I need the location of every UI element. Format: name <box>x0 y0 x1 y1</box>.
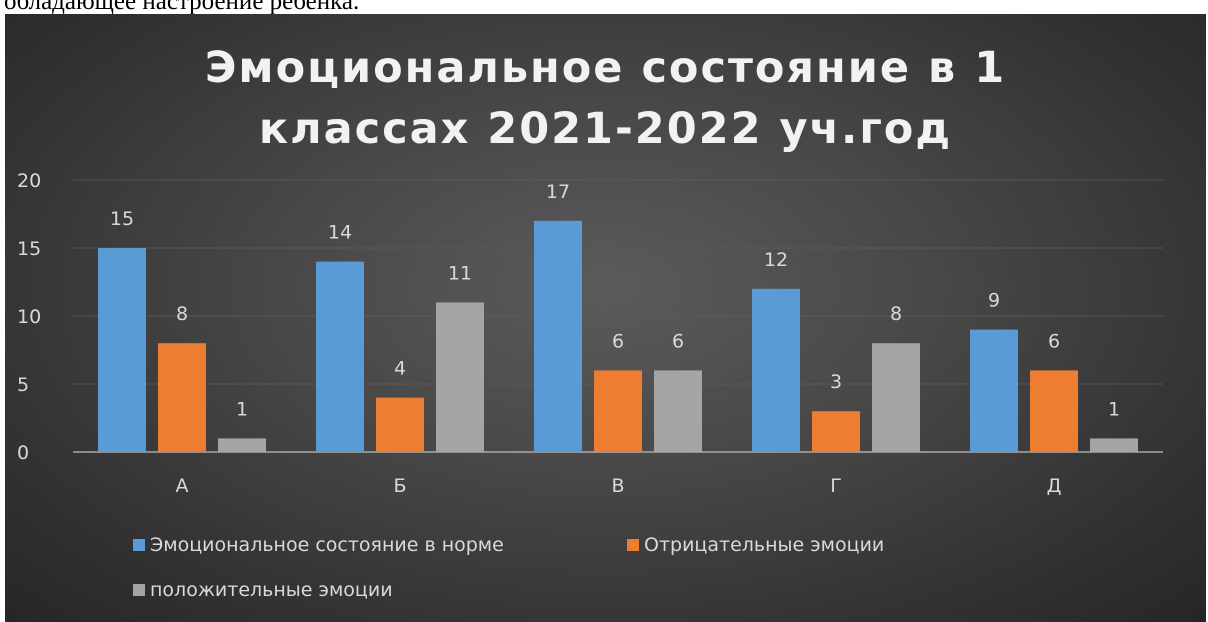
legend-item-normal: Эмоциональное состояние в норме <box>133 534 504 556</box>
data-label: 6 <box>612 330 624 352</box>
legend-label-normal: Эмоциональное состояние в норме <box>150 534 504 556</box>
bar <box>594 370 642 452</box>
y-tick-label: 0 <box>17 442 29 464</box>
data-label: 11 <box>448 262 472 284</box>
data-label: 8 <box>176 303 188 325</box>
bar <box>436 302 484 452</box>
legend-label-negative: Отрицательные эмоции <box>644 534 885 556</box>
x-category-label: Б <box>393 475 406 497</box>
chart-title: Эмоциональное состояние в 1 классах 2021… <box>5 38 1206 160</box>
legend-label-positive: положительные эмоции <box>150 579 393 601</box>
bar <box>316 261 364 452</box>
x-category-label: В <box>611 475 624 497</box>
legend-item-positive: положительные эмоции <box>133 579 393 601</box>
data-label: 4 <box>394 358 406 380</box>
chart-area: Эмоциональное состояние в 1 классах 2021… <box>5 14 1206 622</box>
data-label: 15 <box>110 208 134 230</box>
bar <box>752 288 800 452</box>
data-label: 6 <box>672 330 684 352</box>
legend-swatch-negative <box>627 539 639 551</box>
legend-swatch-positive <box>133 584 145 596</box>
data-label: 12 <box>764 249 788 271</box>
chart-title-line-1: Эмоциональное состояние в 1 <box>204 43 1007 93</box>
y-tick-label: 10 <box>17 306 41 328</box>
bar <box>970 329 1018 452</box>
x-category-label: Г <box>830 475 842 497</box>
bar <box>218 438 266 452</box>
y-tick-label: 20 <box>17 170 41 192</box>
page-top-text: обладающее настроение ребенка. <box>4 0 360 15</box>
bar <box>654 370 702 452</box>
data-label: 3 <box>830 371 842 393</box>
bar <box>872 343 920 452</box>
data-label: 1 <box>1108 398 1120 420</box>
bar-chart-plot: 0 5 10 15 20 15 8 1 А 14 4 11 Б 17 6 6 В 12 3 8 Г 9 6 1 Д <box>17 170 1163 497</box>
bar <box>812 411 860 452</box>
bar <box>534 220 582 452</box>
data-label: 6 <box>1048 330 1060 352</box>
data-label: 14 <box>328 222 352 244</box>
bar <box>1030 370 1078 452</box>
legend-item-negative: Отрицательные эмоции <box>627 534 884 556</box>
bar <box>376 397 424 452</box>
data-label: 9 <box>988 290 1000 312</box>
x-category-label: А <box>176 475 189 497</box>
bar <box>98 248 146 452</box>
data-label: 8 <box>890 303 902 325</box>
bar <box>1090 438 1138 452</box>
y-tick-label: 15 <box>17 238 41 260</box>
data-label: 1 <box>236 398 248 420</box>
x-category-label: Д <box>1047 475 1062 497</box>
bar <box>158 343 206 452</box>
data-label: 17 <box>546 181 570 203</box>
legend-swatch-normal <box>133 539 145 551</box>
y-tick-label: 5 <box>17 374 29 396</box>
chart-title-line-2: классах 2021-2022 уч.год <box>258 104 953 154</box>
